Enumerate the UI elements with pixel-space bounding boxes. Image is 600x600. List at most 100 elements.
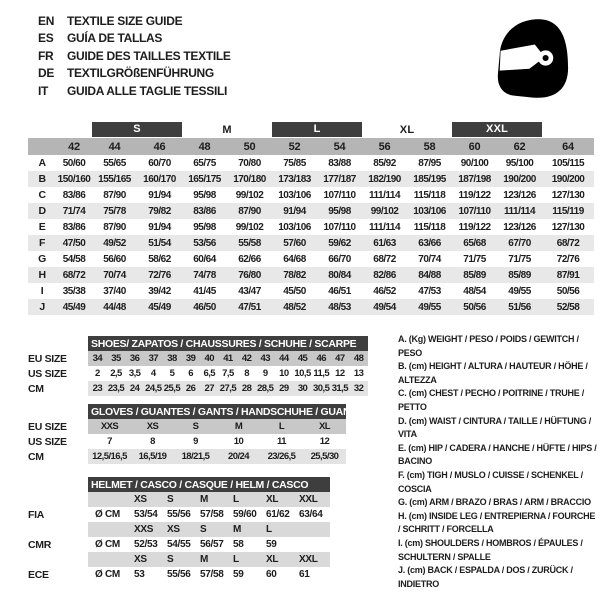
column-header-46: 46 xyxy=(137,138,183,155)
textile-size-table: S M L XL XXL 42 44 46 48 50 52 54 56 58 60 62 64 A 50/60 55… xyxy=(28,121,595,315)
row-label: A xyxy=(38,157,46,169)
textile-value-cell: 185/195 xyxy=(407,171,453,187)
textile-value-cell: 74/78 xyxy=(182,267,228,283)
textile-value-cell: 107/110 xyxy=(323,221,356,233)
helmet-value-cell: 53/54 xyxy=(134,509,158,520)
size-group-l: L xyxy=(272,121,363,138)
gloves-value-cell: 7 xyxy=(107,436,112,447)
circle-element xyxy=(542,54,549,62)
textile-value-cell: 190/200 xyxy=(497,171,543,187)
helmet-icon xyxy=(488,10,578,106)
tbody-element: HELMET / CASCO / CASQUE / HELM / CASCO XS… xyxy=(28,477,330,582)
shoes-value-cell: 34 xyxy=(88,351,107,366)
shoes-value-cell: 35 xyxy=(106,351,126,366)
helmet-value-cell: 53 xyxy=(134,569,145,580)
textile-value-cell: 35/38 xyxy=(62,285,86,297)
helmet-size-cell: XS xyxy=(132,552,165,567)
empty-cell xyxy=(28,522,88,537)
shoes-value-cell: 12 xyxy=(335,368,345,379)
helmet-title: HELMET / CASCO / CASQUE / HELM / CASCO xyxy=(88,477,330,492)
textile-value-cell: 48/52 xyxy=(272,299,318,315)
tbody-element: S M L XL XXL 42 44 46 48 50 52 54 56 58 60 62 64 A 50/60 55… xyxy=(28,121,595,315)
gloves-value-cell: 25,5/30 xyxy=(303,449,346,464)
helmet-value-cell: 54/55 xyxy=(167,539,191,550)
textile-value-cell: 45/50 xyxy=(283,285,306,297)
column-header-64: 64 xyxy=(542,138,595,155)
shoes-value-cell: 23,5 xyxy=(106,381,126,396)
gloves-title-row: GLOVES / GUANTES / GANTS / HANDSCHUHE / … xyxy=(28,404,359,419)
shoes-value-cell: 10,5 xyxy=(294,368,311,379)
row-label: G xyxy=(38,253,46,265)
polygon-element xyxy=(499,44,545,71)
shoes-value-cell: 24,5 xyxy=(143,381,163,396)
textile-value-cell: 160/170 xyxy=(137,171,183,187)
shoes-title: SHOES/ ZAPATOS / CHAUSSURES / SCHUHE / S… xyxy=(88,336,368,351)
textile-value-cell: 115/118 xyxy=(413,221,446,233)
legend-item: A. (Kg) WEIGHT / PESO / POIDS / GEWITCH … xyxy=(398,334,579,358)
language-title-block: EN TEXTILE SIZE GUIDE ES GUÍA DE TALLAS FR GU… xyxy=(38,13,231,100)
textile-value-cell: 177/187 xyxy=(317,171,363,187)
shoes-value-cell: 3,5 xyxy=(128,368,141,379)
column-header-44: 44 xyxy=(92,138,137,155)
textile-value-cell: 51/56 xyxy=(497,299,543,315)
language-code: IT xyxy=(38,83,49,98)
legend-item: H. (cm) INSIDE LEG / ENTREPIERNA / FOURC… xyxy=(398,510,596,535)
textile-value-cell: 111/114 xyxy=(369,189,401,201)
helmet-value-cell: 59 xyxy=(233,569,244,580)
helmet-size-cell: XXL xyxy=(297,492,330,507)
shoes-value-cell: 26 xyxy=(181,381,200,396)
helmet-icon-svg xyxy=(497,19,569,98)
helmet-value-cell xyxy=(297,537,330,552)
textile-value-cell: 65/75 xyxy=(193,157,216,169)
textile-value-cell: 90/100 xyxy=(460,157,489,169)
shoes-value-cell: 43 xyxy=(255,351,275,366)
helmet-size-table: HELMET / CASCO / CASQUE / HELM / CASCO XS… xyxy=(28,477,330,582)
empty-cell xyxy=(88,492,132,507)
textile-row-A: A 50/60 55/65 60/70 65/75 70/80 75/85 83/88 85/9… xyxy=(28,155,594,171)
shoes-value-cell: 40 xyxy=(199,351,219,366)
language-row: EN TEXTILE SIZE GUIDE xyxy=(38,13,231,30)
row-label: CM xyxy=(28,450,44,463)
empty-cell xyxy=(28,477,88,492)
language-row: IT GUIDA ALLE TAGLIE TESSILI xyxy=(38,83,231,100)
textile-value-cell: 49/55 xyxy=(407,299,453,315)
textile-value-cell: 123/126 xyxy=(503,221,536,233)
textile-value-cell: 123/126 xyxy=(503,189,536,201)
shoes-value-cell: 24 xyxy=(125,381,144,396)
textile-row-I: I 35/38 37/40 39/42 41/45 43/47 45/50 46/51 46/5… xyxy=(28,283,594,299)
helmet-value-cell: 60 xyxy=(266,569,277,580)
row-label: CM xyxy=(28,382,44,395)
textile-value-cell: 85/89 xyxy=(497,267,543,283)
helmet-size-cell: L xyxy=(264,522,297,537)
shoes-value-cell: 44 xyxy=(274,351,294,366)
textile-value-cell: 99/102 xyxy=(235,189,264,201)
row-label: US SIZE xyxy=(28,367,67,380)
shoes-value-cell: 39 xyxy=(181,351,200,366)
helmet-value-cell: 57/58 xyxy=(200,509,224,520)
column-header-54: 54 xyxy=(317,138,363,155)
gloves-value-cell: XL xyxy=(303,419,346,434)
diameter-unit-label: Ø CM xyxy=(95,539,120,550)
helmet-size-cell: XL xyxy=(264,492,297,507)
gloves-row: EU SIZE XXS XS S M L XL xyxy=(28,419,346,434)
shoes-value-cell: 36 xyxy=(125,351,144,366)
row-label: B xyxy=(28,171,56,187)
shoes-value-cell: 9 xyxy=(262,368,268,379)
helmet-size-cell: M xyxy=(198,492,231,507)
textile-value-cell: 76/80 xyxy=(227,267,273,283)
textile-value-cell: 46/51 xyxy=(328,285,351,297)
textile-value-cell: 99/102 xyxy=(235,221,264,233)
gloves-row: CM 12,5/16,5 16,5/19 18/21,5 20/24 23/26,5 25,… xyxy=(28,449,346,464)
textile-value-cell: 45/49 xyxy=(56,299,92,315)
shoes-value-cell: 29 xyxy=(274,381,294,396)
textile-value-cell: 49/55 xyxy=(508,285,531,297)
language-code: ES xyxy=(38,31,54,46)
textile-value-cell: 82/86 xyxy=(362,267,408,283)
textile-value-cell: 85/92 xyxy=(373,157,396,169)
textile-value-cell: 87/90 xyxy=(227,203,273,219)
textile-value-cell: 95/100 xyxy=(505,157,534,169)
textile-value-cell: 83/86 xyxy=(62,189,86,201)
textile-value-cell: 62/66 xyxy=(238,253,261,265)
empty-cell xyxy=(28,121,92,138)
gloves-value-cell: 10 xyxy=(233,436,244,447)
